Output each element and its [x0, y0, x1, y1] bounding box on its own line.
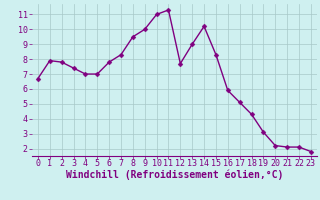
X-axis label: Windchill (Refroidissement éolien,°C): Windchill (Refroidissement éolien,°C)	[66, 169, 283, 180]
